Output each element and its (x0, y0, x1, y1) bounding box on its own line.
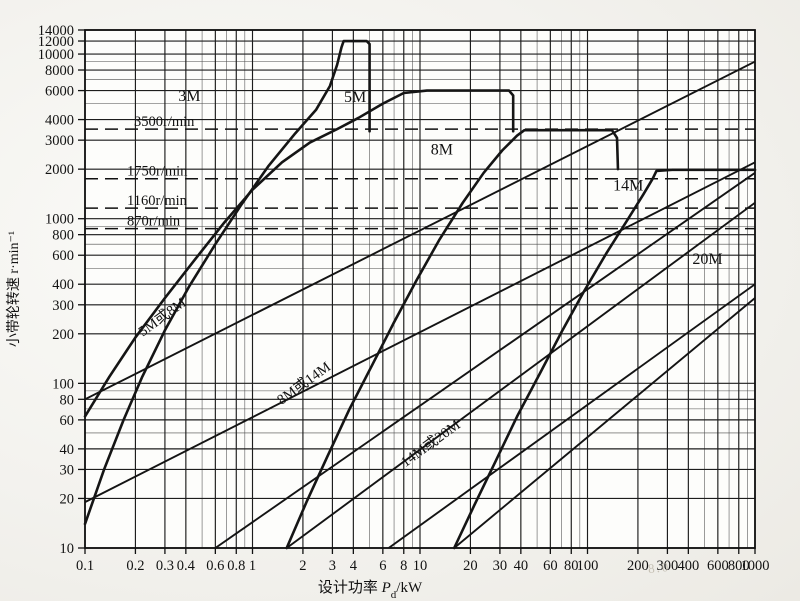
line-f (453, 297, 755, 548)
line-b (85, 161, 755, 503)
y-tick-label-15: 80 (60, 392, 75, 408)
x-tick-label-6: 1 (249, 558, 256, 574)
y-tick-label-3: 8000 (45, 63, 74, 79)
x-tick-label-10: 6 (379, 558, 386, 574)
y-tick-label-9: 800 (52, 228, 74, 244)
x-tick-label-4: 0.6 (206, 558, 224, 574)
x-tick-label-18: 100 (577, 558, 599, 574)
y-tick-label-16: 60 (60, 413, 75, 429)
speed-label-0: 3500r/min (134, 114, 195, 130)
region-label-8m: 8M (431, 142, 453, 159)
boundary-curves (83, 39, 757, 550)
speed-label-1: 1750r/min (127, 164, 188, 180)
x-tick-label-9: 4 (350, 558, 358, 574)
8M-14M boundary (285, 128, 620, 550)
line-c (214, 172, 755, 548)
x-tick-label-21: 400 (677, 558, 699, 574)
y-tick-label-0: 14000 (38, 23, 74, 39)
x-tick-label-3: 0.4 (177, 558, 196, 574)
region-labels: 3M 5M 8M 14M 20M (178, 88, 722, 268)
y-tick-label-5: 4000 (45, 113, 74, 129)
speed-label-2: 1160r/min (127, 193, 188, 209)
x-axis-title: 设计功率 Pd/kW (318, 579, 423, 601)
y-tick-label-12: 300 (52, 298, 74, 314)
x-tick-label-24: 1000 (741, 558, 770, 574)
region-label-14m: 14M (613, 178, 643, 195)
x-tick-label-7: 2 (299, 558, 306, 574)
diagonal-lines (85, 60, 755, 548)
line-e (388, 283, 755, 548)
x-tick-label-12: 10 (413, 558, 428, 574)
region-label-5m: 5M (344, 89, 366, 106)
14M-20M boundary (452, 168, 757, 550)
x-tick-label-22: 600 (707, 558, 729, 574)
x-tick-label-1: 0.2 (126, 558, 144, 574)
3M-5M boundary (83, 39, 371, 526)
y-tick-label-1: 12000 (38, 34, 74, 50)
x-tick-label-13: 20 (463, 558, 478, 574)
5M-8M boundary (83, 89, 515, 418)
x-tick-label-8: 3 (329, 558, 336, 574)
y-tick-label-13: 200 (52, 327, 74, 343)
axis-titles: 小带轮转速 r·min⁻¹ 设计功率 Pd/kW (6, 231, 423, 601)
y-tick-label-20: 10 (60, 541, 75, 557)
y-axis-ticks: 1400012000100008000600040003000200010008… (38, 23, 85, 557)
x-tick-label-14: 30 (493, 558, 508, 574)
x-tick-label-2: 0.3 (156, 558, 174, 574)
y-tick-label-2: 10000 (38, 47, 74, 63)
x-tick-label-20: 300 (657, 558, 679, 574)
speed-reference-lines: 3500r/min 1750r/min 1160r/min 870r/min (85, 114, 755, 230)
x-tick-label-0: 0.1 (76, 558, 94, 574)
y-tick-label-4: 6000 (45, 84, 74, 100)
y-tick-label-6: 3000 (45, 133, 74, 149)
x-tick-label-5: 0.8 (227, 558, 245, 574)
x-tick-label-23: 800 (728, 558, 750, 574)
x-tick-label-19: 200 (627, 558, 649, 574)
speed-label-3: 870r/min (127, 214, 181, 230)
y-tick-label-17: 40 (60, 442, 75, 458)
x-tick-label-11: 8 (400, 558, 407, 574)
y-tick-label-14: 100 (52, 376, 74, 392)
x-tick-label-15: 40 (514, 558, 529, 574)
y-tick-label-19: 20 (60, 491, 75, 507)
y-tick-label-18: 30 (60, 462, 75, 478)
y-axis-title: 小带轮转速 r·min⁻¹ (6, 231, 22, 347)
x-tick-label-16: 60 (543, 558, 558, 574)
y-tick-label-7: 2000 (45, 162, 74, 178)
x-tick-label-17: 80 (564, 558, 579, 574)
line-a (85, 60, 755, 401)
y-tick-label-11: 400 (52, 277, 74, 293)
region-label-3m: 3M (178, 88, 200, 105)
y-tick-label-8: 1000 (45, 212, 74, 228)
y-tick-label-10: 600 (52, 248, 74, 264)
region-label-20m: 20M (692, 251, 722, 268)
line-d (286, 201, 755, 548)
handwriting-smudge: 8.0 (647, 558, 671, 577)
